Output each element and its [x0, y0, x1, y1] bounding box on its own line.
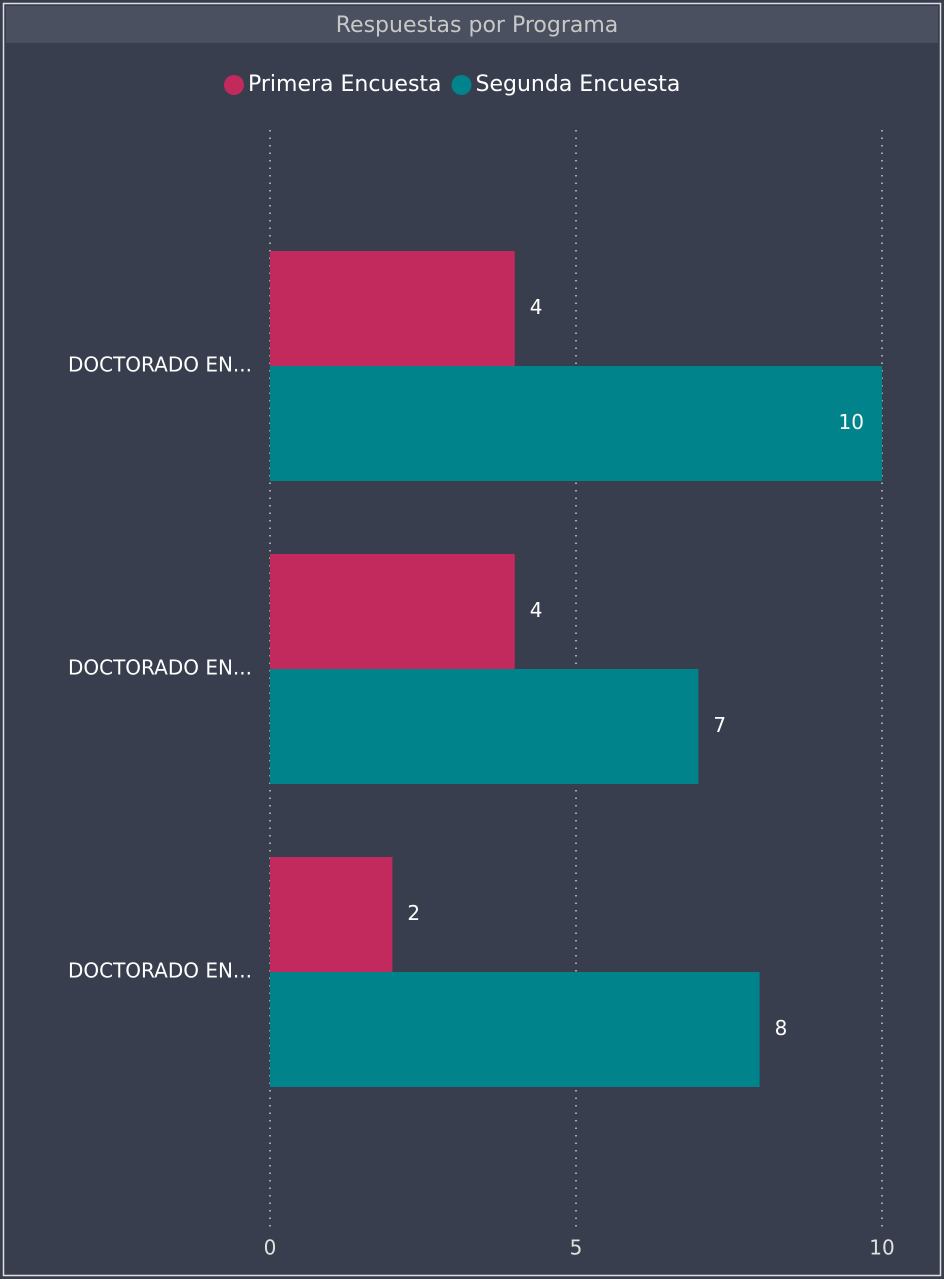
- bar: [270, 554, 515, 669]
- x-tick-label: 10: [869, 1236, 894, 1260]
- bar: [270, 857, 393, 972]
- y-tick-label: DOCTORADO EN...: [68, 656, 252, 680]
- x-tick-label: 0: [264, 1236, 277, 1260]
- value-label: 4: [530, 598, 543, 622]
- chart-title: Respuestas por Programa: [336, 13, 619, 38]
- x-tick-label: 5: [570, 1236, 583, 1260]
- y-tick-label: DOCTORADO EN...: [68, 959, 252, 983]
- value-label: 8: [775, 1016, 788, 1040]
- value-label: 10: [839, 410, 864, 434]
- value-label: 4: [530, 295, 543, 319]
- bar: [270, 251, 515, 366]
- legend-swatch: [451, 75, 472, 95]
- legend-label: Segunda Encuesta: [476, 72, 681, 97]
- value-label: 2: [407, 901, 420, 925]
- bar: [270, 366, 882, 481]
- y-tick-label: DOCTORADO EN...: [68, 353, 252, 377]
- title-bar: [6, 6, 938, 43]
- legend-label: Primera Encuesta: [248, 72, 442, 97]
- value-label: 7: [713, 713, 726, 737]
- bar: [270, 669, 699, 784]
- legend-swatch: [224, 75, 244, 95]
- bar: [270, 972, 760, 1087]
